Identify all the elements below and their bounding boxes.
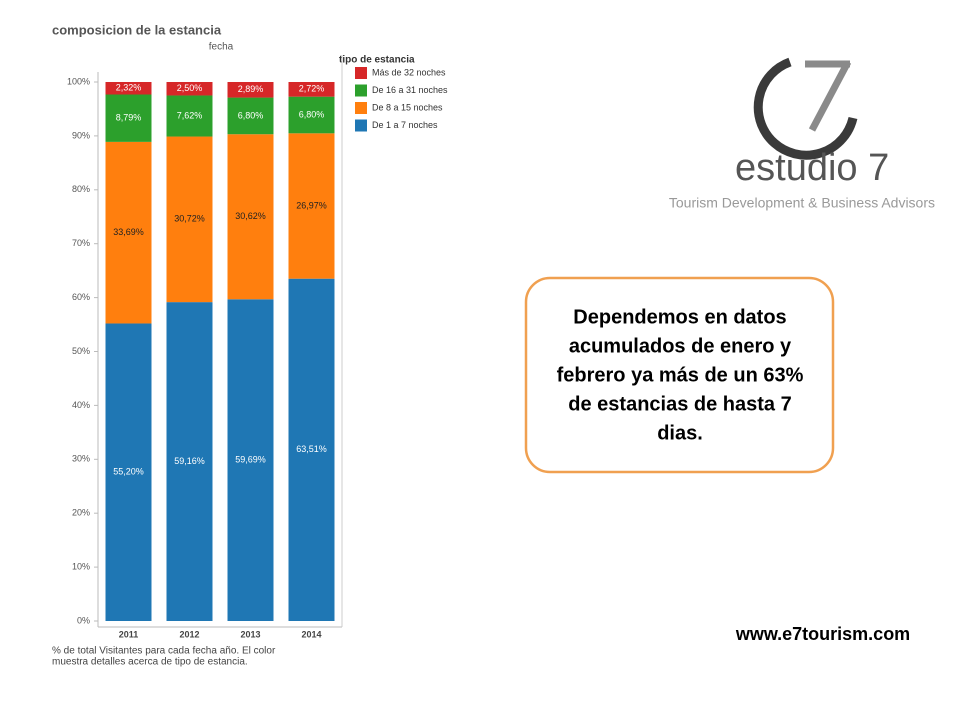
legend-swatch <box>355 119 367 132</box>
data-label: 63,51% <box>296 444 327 454</box>
y-tick-label: 20% <box>72 508 90 518</box>
legend-swatch <box>355 102 367 114</box>
y-tick-label: 10% <box>72 561 90 571</box>
callout-line: de estancias de hasta 7 <box>568 393 791 415</box>
y-tick-label: 40% <box>72 400 90 410</box>
y-tick-label: 90% <box>72 130 90 140</box>
x-tick-label: 2014 <box>301 629 321 639</box>
data-label: 26,97% <box>296 200 327 210</box>
bar-segment <box>105 82 152 95</box>
chart-title: composicion de la estancia <box>52 22 222 37</box>
legend-label: Más de 32 noches <box>372 67 446 77</box>
data-label: 30,72% <box>174 214 205 224</box>
y-tick-label: 80% <box>72 184 90 194</box>
logo: estudio 7 Tourism Development & Business… <box>669 57 935 211</box>
data-label: 33,69% <box>113 227 144 237</box>
data-label: 8,79% <box>116 113 142 123</box>
data-label: 30,62% <box>235 211 266 221</box>
data-label: 2,32% <box>116 83 142 93</box>
y-tick-label: 30% <box>72 454 90 464</box>
data-label: 2,89% <box>238 84 264 94</box>
x-tick-label: 2011 <box>119 629 139 639</box>
callout-box <box>524 276 835 474</box>
legend-label: De 16 a 31 noches <box>372 85 448 95</box>
bar-segment <box>166 302 213 621</box>
legend-label: De 8 a 15 noches <box>372 102 443 112</box>
callout-line: Dependemos en datos <box>573 306 786 328</box>
legend-title: tipo de estancia <box>339 55 415 66</box>
bar-segment <box>288 133 335 279</box>
footnote: % de total Visitantes para cada fecha añ… <box>52 646 276 657</box>
y-tick-label: 60% <box>72 292 90 302</box>
bar-segment <box>227 299 274 621</box>
bar-segment <box>105 323 152 621</box>
x-axis-label: fecha <box>209 42 234 53</box>
bar-segment <box>288 96 335 134</box>
bar-segment <box>166 136 213 303</box>
legend-swatch <box>355 84 367 97</box>
legend-swatch <box>355 67 367 79</box>
data-label: 59,16% <box>174 456 205 466</box>
bar-segment <box>288 278 335 621</box>
bar-segment <box>227 97 274 135</box>
bar-segment <box>288 82 335 97</box>
legend-label: De 1 a 7 noches <box>372 120 438 130</box>
bar-segment <box>227 134 274 300</box>
callout-line: dias. <box>657 422 703 444</box>
callout: Dependemos en datos acumulados de enero y… <box>557 306 804 444</box>
data-label: 2,50% <box>177 83 203 93</box>
x-tick-label: 2012 <box>179 629 199 639</box>
data-label: 6,80% <box>238 110 264 120</box>
y-tick-label: 70% <box>72 238 90 248</box>
bar-segment <box>105 94 152 142</box>
data-label: 2,72% <box>299 84 325 94</box>
data-label: 55,20% <box>113 467 144 477</box>
bar-segment <box>166 95 213 137</box>
x-tick-label: 2013 <box>240 629 260 639</box>
website: www.e7tourism.com <box>735 624 910 644</box>
y-tick-label: 50% <box>72 346 90 356</box>
callout-line: acumulados de enero y <box>569 335 792 357</box>
data-label: 59,69% <box>235 455 266 465</box>
logo-tagline: Tourism Development & Business Advisors <box>669 195 935 211</box>
data-label: 7,62% <box>177 110 203 120</box>
footnote: muestra detalles acerca de tipo de estan… <box>52 657 248 668</box>
y-tick-label: 0% <box>77 615 90 625</box>
y-tick-label: 100% <box>67 76 90 86</box>
data-label: 6,80% <box>299 109 325 119</box>
callout-line: febrero ya más de un 63% <box>557 364 804 386</box>
logo-name: estudio 7 <box>735 147 889 189</box>
bar-segment <box>227 82 274 98</box>
bar-segment <box>105 141 152 324</box>
bar-segment <box>166 82 213 96</box>
logo-line <box>808 60 852 132</box>
logo-arc <box>753 57 858 160</box>
